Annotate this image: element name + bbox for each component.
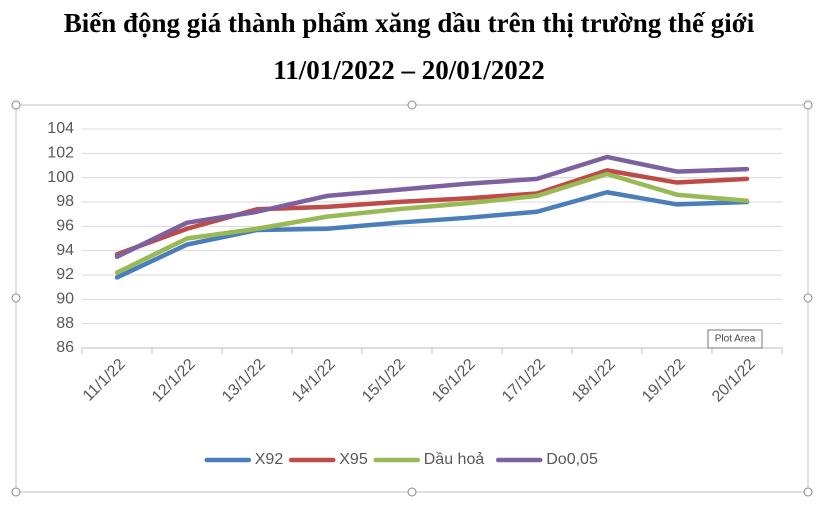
- x-tick-label: 15/1/22: [359, 356, 409, 406]
- y-tick-label: 96: [56, 218, 74, 235]
- legend-label: Do0,05: [546, 451, 598, 468]
- y-tick-label: 100: [47, 169, 74, 186]
- series-line: [114, 154, 750, 259]
- tooltip: Plot Area: [715, 334, 756, 345]
- y-tick-label: 102: [47, 145, 74, 162]
- chart-frame: [15, 104, 809, 493]
- x-tick-label: 17/1/22: [499, 356, 549, 406]
- tooltip-box: [707, 329, 763, 349]
- x-tick-label: 20/1/22: [709, 356, 759, 406]
- x-tick-label: 14/1/22: [289, 356, 339, 406]
- chart-subtitle: 11/01/2022 – 20/01/2022: [273, 55, 545, 85]
- x-tick-label: 12/1/22: [149, 356, 199, 406]
- x-tick-label: 13/1/22: [219, 356, 269, 406]
- legend-label: Dầu hoả: [424, 451, 485, 468]
- chart-title: Biến động giá thành phẩm xăng dầu trên t…: [64, 8, 755, 38]
- legend-label: X95: [339, 451, 368, 468]
- x-tick-label: 18/1/22: [569, 356, 619, 406]
- series-line: [114, 171, 750, 275]
- y-tick-label: 98: [56, 193, 74, 210]
- y-tick-label: 104: [47, 120, 74, 137]
- x-tick-label: 11/1/22: [80, 356, 129, 405]
- x-tick-label: 19/1/22: [639, 356, 689, 406]
- y-tick-label: 90: [56, 291, 74, 308]
- y-tick-label: 92: [56, 266, 74, 283]
- legend-label: X92: [255, 451, 284, 468]
- y-tick-label: 88: [56, 315, 74, 332]
- frame-handles: [11, 100, 813, 497]
- y-tick-label: 94: [56, 242, 74, 259]
- series-line: [114, 190, 750, 280]
- y-tick-label: 86: [56, 339, 74, 356]
- x-tick-label: 16/1/22: [429, 356, 479, 406]
